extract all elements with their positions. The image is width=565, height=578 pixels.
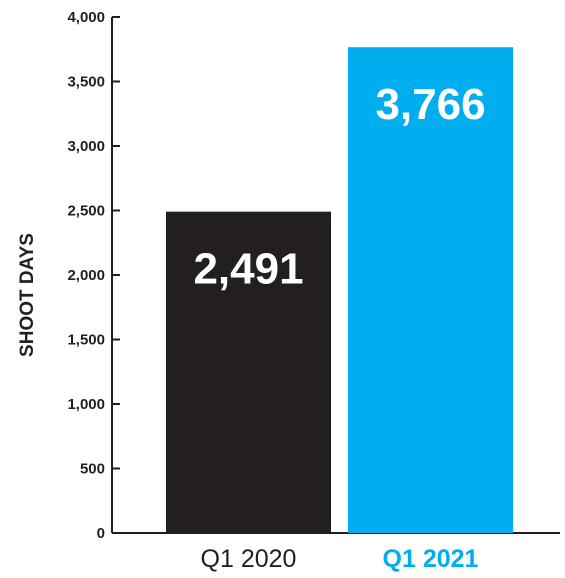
y-tick-label: 2,000	[67, 267, 105, 284]
bar-value-label: 3,766	[375, 80, 485, 129]
y-tick-label: 4,000	[67, 9, 105, 26]
category-label: Q1 2020	[201, 545, 297, 573]
bar	[166, 211, 331, 533]
y-tick-label: 2,500	[67, 203, 105, 220]
y-tick-label: 0	[97, 525, 105, 542]
bar	[348, 47, 513, 533]
bar-value-label: 2,491	[193, 245, 303, 294]
y-tick-label: 1,500	[67, 332, 105, 349]
y-tick-label: 3,000	[67, 138, 105, 155]
category-labels: Q1 2020 Q1 2021	[201, 545, 479, 573]
y-tick-label: 500	[80, 461, 105, 478]
bars: 2,491 3,766	[166, 47, 513, 533]
y-tick-label: 1,000	[67, 396, 105, 413]
category-label: Q1 2021	[383, 545, 479, 573]
y-tick-label: 3,500	[67, 74, 105, 91]
y-axis-label: SHOOT DAYS	[17, 233, 38, 357]
